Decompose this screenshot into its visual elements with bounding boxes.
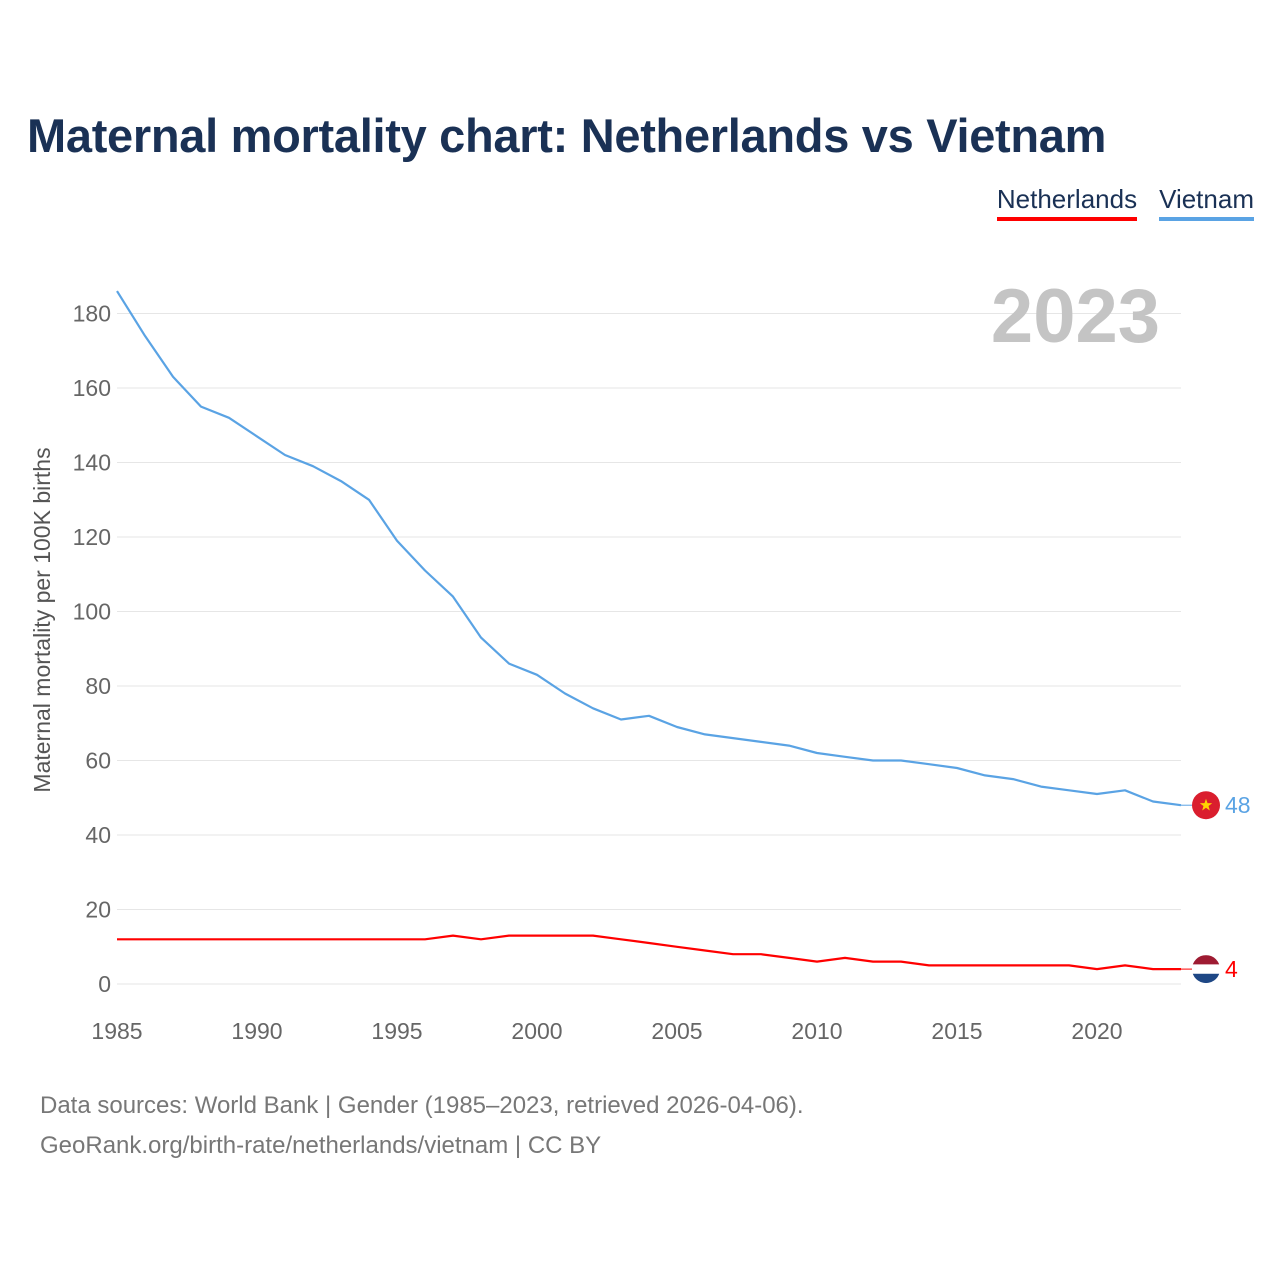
footer: Data sources: World Bank | Gender (1985–… (40, 1086, 804, 1166)
y-tick-label: 40 (85, 822, 111, 848)
y-axis-label: Maternal mortality per 100K births (29, 447, 55, 792)
vietnam-flag-icon (1192, 791, 1220, 820)
series-line-vietnam (116, 290, 1182, 807)
y-tick-label: 0 (98, 971, 111, 997)
source-link[interactable]: GeoRank.org/birth-rate/netherlands/vietn… (40, 1132, 602, 1159)
grid-lines (117, 313, 1181, 985)
x-tick-label: 1995 (371, 1018, 422, 1044)
x-tick-label: 2005 (651, 1018, 702, 1044)
end-value-label-vietnam: 48 (1225, 792, 1251, 818)
x-axis-ticks: 1985 1990 1995 2000 2005 2010 2015 2020 (91, 1018, 1122, 1044)
x-tick-label: 1985 (91, 1018, 142, 1044)
x-tick-label: 2015 (931, 1018, 982, 1044)
y-tick-label: 120 (73, 524, 111, 550)
y-tick-label: 80 (85, 673, 111, 699)
netherlands-flag-icon (1192, 955, 1220, 984)
y-axis-ticks: 0 20 40 60 80 100 120 140 160 180 (73, 301, 111, 998)
x-tick-label: 2020 (1071, 1018, 1122, 1044)
year-watermark: 2023 (991, 274, 1160, 359)
flag-stripe-red (1192, 955, 1220, 965)
flag-stripe-blue (1192, 973, 1220, 984)
x-tick-label: 2000 (511, 1018, 562, 1044)
flag-star (1199, 798, 1213, 811)
line-chart: 0 20 40 60 80 100 120 140 160 180 1985 1990 1995 200… (29, 274, 1251, 1044)
y-tick-label: 60 (85, 748, 111, 774)
x-tick-label: 1990 (231, 1018, 282, 1044)
y-tick-label: 100 (73, 599, 111, 625)
legend-netherlands[interactable]: Netherlands (996, 184, 1138, 221)
y-tick-label: 180 (73, 301, 111, 327)
y-tick-label: 140 (73, 450, 111, 476)
x-tick-label: 2010 (791, 1018, 842, 1044)
legend: Netherlands Vietnam (996, 184, 1254, 221)
chart-title: Maternal mortality chart: Netherlands vs… (27, 109, 1107, 162)
legend-vietnam[interactable]: Vietnam (1159, 184, 1254, 221)
series-line-netherlands (117, 934, 1181, 971)
end-value-label-netherlands: 4 (1225, 956, 1238, 982)
series-lines (116, 290, 1182, 971)
data-sources: Data sources: World Bank | Gender (1985–… (40, 1092, 804, 1119)
y-tick-label: 20 (85, 897, 111, 923)
y-tick-label: 160 (73, 375, 111, 401)
end-markers: 48 4 (1181, 791, 1251, 984)
flag-stripe-white (1192, 964, 1220, 974)
